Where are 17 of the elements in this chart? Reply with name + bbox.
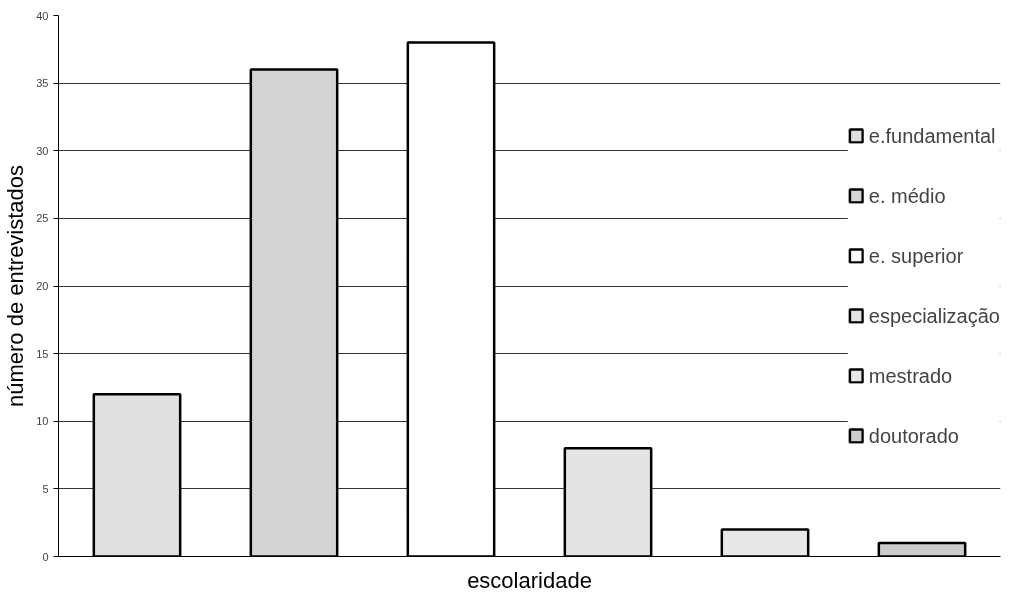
y-tick-label: 25: [36, 212, 49, 225]
legend-label: especialização: [868, 304, 1000, 327]
y-tick-label: 30: [36, 144, 49, 157]
legend-label: e. superior: [868, 244, 964, 267]
legend-label: doutorado: [868, 424, 959, 447]
x-axis-title: escolaridade: [467, 567, 592, 593]
legend-label: e. médio: [868, 184, 946, 207]
y-tick-label: 15: [36, 347, 49, 360]
legend-label: e.fundamental: [868, 124, 996, 147]
y-tick-label: 35: [36, 77, 49, 90]
y-tick-label: 0: [42, 550, 49, 563]
y-tick-label: 40: [36, 9, 49, 22]
y-tick-label: 5: [42, 482, 49, 495]
y-tick-label: 10: [36, 415, 49, 428]
y-tick-label: 20: [36, 280, 49, 292]
y-axis-title: número de entrevistados: [3, 164, 29, 408]
legend-label: mestrado: [868, 364, 953, 387]
